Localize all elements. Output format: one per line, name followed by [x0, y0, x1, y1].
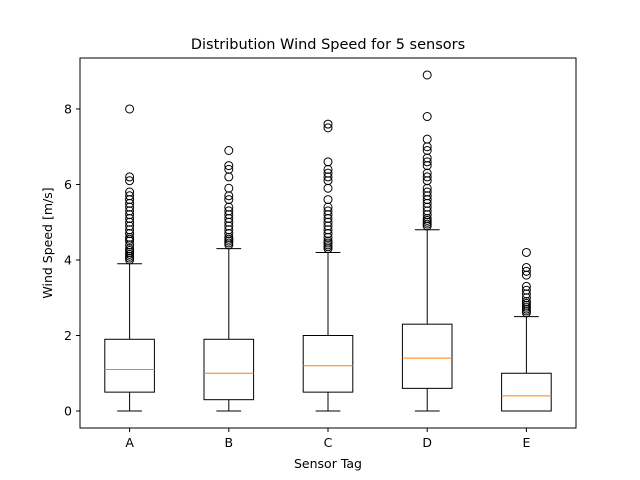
outlier-point: [521, 285, 531, 295]
y-tick-label: 4: [64, 252, 72, 267]
box-group-a: [104, 104, 155, 412]
outlier-point: [422, 157, 432, 167]
outlier-point: [323, 119, 333, 129]
outlier-point: [125, 187, 135, 197]
outlier-point: [422, 187, 432, 197]
box-iqr: [203, 338, 255, 401]
x-axis-label: Sensor Tag: [294, 456, 362, 471]
outlier-point: [125, 176, 135, 186]
outlier-point: [323, 195, 333, 205]
box-group-c: [302, 119, 354, 412]
y-tick-label: 6: [64, 177, 72, 192]
outlier-point: [521, 263, 531, 273]
y-tick-label: 2: [64, 328, 72, 343]
outlier-point: [323, 168, 333, 178]
box-group-b: [203, 146, 255, 412]
outlier-point: [224, 195, 234, 205]
outlier-point: [323, 123, 333, 133]
outlier-point: [521, 247, 531, 257]
outlier-point: [422, 172, 432, 182]
outlier-point: [224, 206, 234, 216]
y-axis: 0 2 4 6 8: [64, 101, 80, 419]
box-group-d: [401, 70, 453, 412]
outlier-point: [521, 266, 531, 276]
x-tick-label: C: [324, 435, 333, 450]
box-iqr: [401, 323, 453, 389]
outlier-point: [323, 206, 333, 216]
x-tick-label: E: [522, 435, 530, 450]
outlier-point: [422, 70, 432, 80]
outlier-point: [125, 191, 135, 201]
outlier-point: [125, 104, 135, 114]
plot-layer: [104, 70, 552, 412]
outlier-point: [224, 183, 234, 193]
y-tick-label: 0: [64, 404, 72, 419]
box-iqr: [104, 338, 155, 393]
outlier-point: [422, 134, 432, 144]
x-tick-label: D: [422, 435, 432, 450]
x-tick-label: B: [225, 435, 234, 450]
outlier-point: [422, 146, 432, 155]
y-tick-label: 8: [64, 101, 72, 116]
outlier-point: [224, 146, 234, 155]
outlier-point: [224, 161, 234, 171]
x-tick-label: A: [125, 435, 134, 450]
outlier-point: [323, 157, 333, 167]
y-axis-label: Wind Speed [m/s]: [40, 187, 55, 298]
outlier-point: [422, 112, 432, 122]
outlier-point: [125, 172, 135, 182]
outlier-point: [521, 281, 531, 291]
x-axis: A B C D E: [125, 428, 530, 450]
outlier-point: [224, 164, 234, 174]
box-iqr: [501, 372, 552, 412]
box-iqr: [302, 335, 354, 393]
box-group-e: [501, 247, 552, 412]
chart-title: Distribution Wind Speed for 5 sensors: [191, 37, 465, 53]
